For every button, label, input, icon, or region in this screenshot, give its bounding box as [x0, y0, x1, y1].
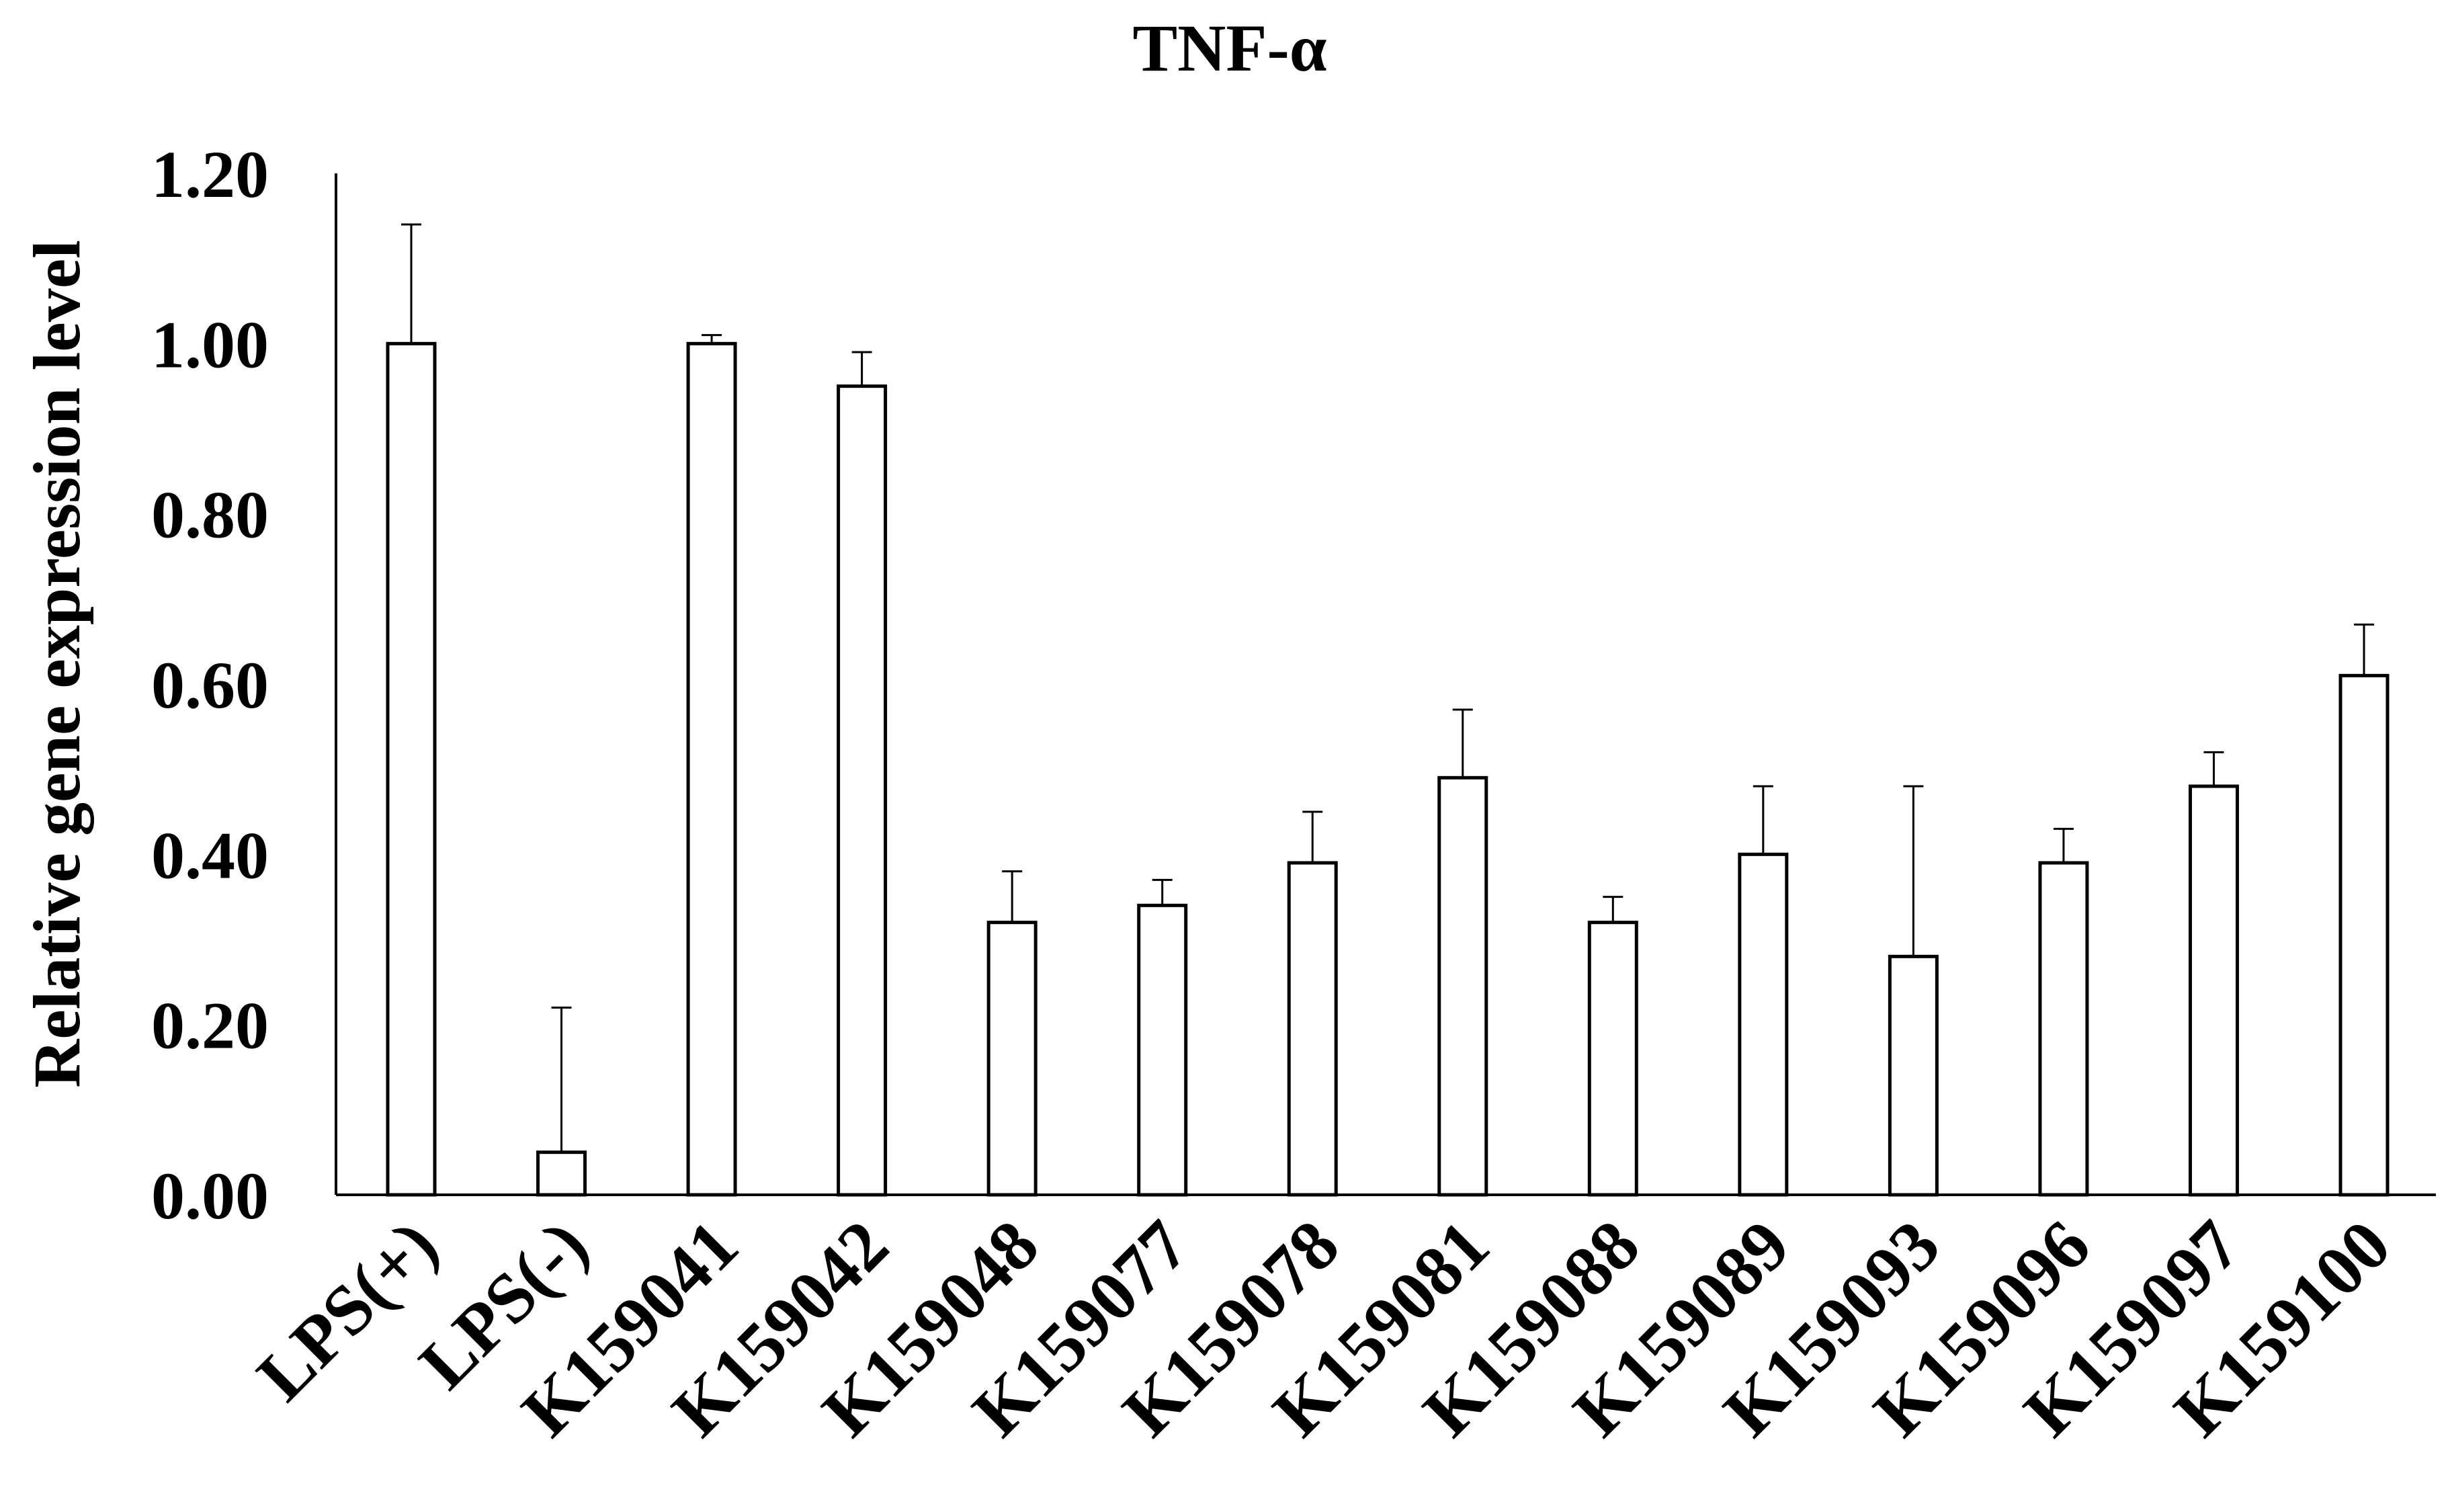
- error-bar: [551, 1006, 572, 1152]
- y-axis-ticks: 0.00 0.20 0.40 0.60 0.80 1.00 1.20: [151, 137, 269, 1233]
- error-bar: [1302, 810, 1323, 863]
- error-bar: [1452, 708, 1473, 778]
- y-tick-label: 0.40: [151, 818, 269, 892]
- y-tick-label: 1.00: [151, 307, 269, 382]
- bars-group: [386, 341, 2390, 1197]
- x-axis-categories: LPS(+)LPS(-)K159041K159042K159048K159077…: [242, 1206, 2405, 1452]
- bar: [2038, 861, 2089, 1197]
- y-tick-label: 0.60: [151, 648, 269, 722]
- bar: [536, 1150, 587, 1197]
- bar: [1888, 954, 1939, 1197]
- chart-title: TNF-α: [1132, 11, 1326, 85]
- bar: [1738, 852, 1789, 1197]
- error-bar: [851, 351, 872, 386]
- x-tick-label: LPS(+): [242, 1206, 452, 1416]
- error-bar: [401, 223, 421, 344]
- y-tick-label: 0.80: [151, 478, 269, 552]
- bar: [1287, 861, 1338, 1197]
- y-tick-label: 1.20: [151, 137, 269, 212]
- bar: [1137, 903, 1188, 1197]
- y-axis-label: Relative gene expression level: [19, 240, 94, 1088]
- error-bar: [2053, 827, 2074, 863]
- error-bar: [702, 334, 722, 344]
- bar: [2338, 673, 2390, 1197]
- y-tick-label: 0.20: [151, 989, 269, 1063]
- error-bar: [1002, 870, 1023, 923]
- y-tick-label: 0.00: [151, 1159, 269, 1233]
- bar: [2188, 784, 2239, 1197]
- bar: [386, 341, 437, 1197]
- error-bar: [2203, 751, 2224, 786]
- bar: [686, 341, 737, 1197]
- bar: [1437, 775, 1488, 1197]
- error-bar: [1903, 785, 1924, 957]
- bar: [986, 921, 1038, 1197]
- error-bar: [1753, 785, 1773, 855]
- error-bars-group: [401, 223, 2374, 1152]
- error-bar: [1603, 896, 1623, 923]
- error-bar: [1152, 878, 1173, 906]
- bar: [1587, 921, 1638, 1197]
- bar: [837, 384, 888, 1197]
- error-bar: [2354, 623, 2374, 676]
